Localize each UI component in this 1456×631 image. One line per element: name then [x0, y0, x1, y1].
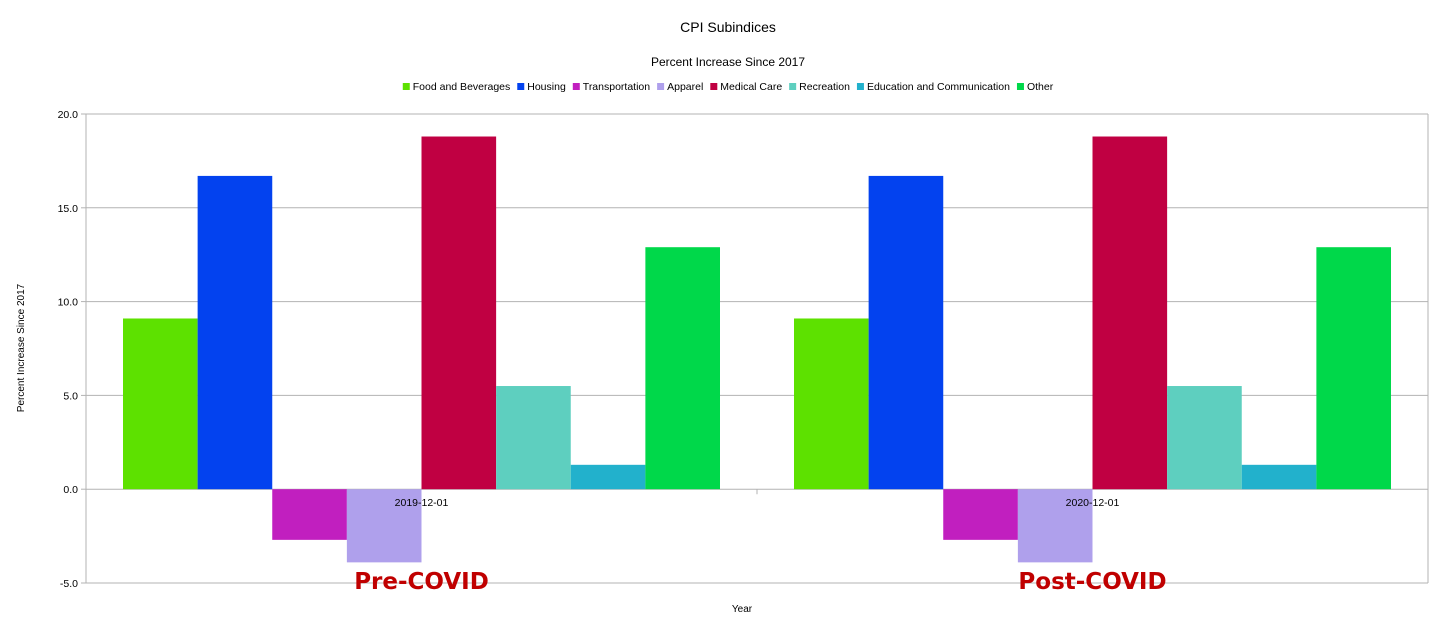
legend-label: Recreation: [799, 81, 850, 93]
legend-item-recreation: Recreation: [789, 81, 850, 93]
legend-swatch: [789, 83, 797, 90]
legend-label: Housing: [527, 81, 566, 93]
legend-item-medical-care: Medical Care: [710, 81, 782, 93]
legend-swatch: [657, 83, 665, 90]
x-axis-labels: 2019-12-01 2020-12-01: [395, 497, 1120, 509]
legend-item-education-and-communication: Education and Communication: [856, 81, 1010, 93]
bar-medical-care-1: [421, 136, 497, 490]
legend-label: Apparel: [667, 81, 703, 93]
bar-education-and-communication-2: [1241, 464, 1317, 490]
legend-swatch: [710, 83, 718, 90]
legend-label: Transportation: [583, 81, 650, 93]
legend-item-housing: Housing: [517, 81, 566, 93]
bar-transportation-2: [943, 489, 1018, 540]
bar-education-and-communication-1: [570, 464, 646, 490]
legend-label: Other: [1027, 81, 1054, 93]
legend-swatch: [1016, 83, 1024, 90]
annotations: Pre-COVID Post-COVID: [354, 569, 1166, 595]
legend-label: Education and Communication: [867, 81, 1010, 93]
legend-swatch: [572, 83, 580, 90]
y-tick-label: -5.0: [60, 578, 78, 590]
bar-food-and-beverages-1: [123, 318, 198, 490]
legend-item-apparel: Apparel: [657, 81, 703, 93]
y-axis-title: Percent Increase Since 2017: [16, 283, 27, 412]
y-axis-ticks: 20.0 15.0 10.0 5.0 0.0 -5.0: [58, 109, 79, 590]
y-tick-label: 10.0: [58, 297, 79, 309]
legend-item-food-and-beverages: Food and Beverages: [402, 81, 510, 93]
x-tick-label: 2020-12-01: [1066, 497, 1120, 509]
legend-label: Food and Beverages: [413, 81, 510, 93]
chart-subtitle: Percent Increase Since 2017: [651, 55, 805, 69]
gridlines: [81, 113, 1429, 584]
x-axis-title: Year: [732, 604, 753, 615]
bar-recreation-1: [496, 386, 571, 490]
y-tick-label: 15.0: [58, 203, 79, 215]
bar-transportation-1: [272, 489, 347, 540]
bar-medical-care-2: [1092, 136, 1168, 490]
legend-swatch: [402, 83, 410, 90]
chart-title: CPI Subindices: [680, 19, 776, 35]
annotation-pre-covid: Pre-COVID: [354, 569, 489, 595]
bar-other-2: [1316, 247, 1391, 490]
legend-swatch: [856, 83, 864, 90]
legend-swatch: [517, 83, 525, 90]
bar-housing-1: [197, 175, 273, 490]
y-tick-label: 20.0: [58, 109, 79, 121]
legend-item-other: Other: [1016, 81, 1054, 93]
legend-item-transportation: Transportation: [572, 81, 650, 93]
bar-food-and-beverages-2: [794, 318, 869, 490]
bar-housing-2: [868, 175, 944, 490]
annotation-post-covid: Post-COVID: [1018, 569, 1166, 595]
bar-apparel-1: [346, 489, 422, 563]
x-tick-label: 2019-12-01: [395, 497, 449, 509]
y-tick-label: 0.0: [63, 484, 78, 496]
y-tick-label: 5.0: [63, 390, 78, 402]
legend-label: Medical Care: [720, 81, 782, 93]
bar-apparel-2: [1017, 489, 1093, 563]
bars: [123, 136, 1391, 563]
bar-recreation-2: [1167, 386, 1242, 490]
bar-other-1: [645, 247, 720, 490]
legend: Food and Beverages Housing Transportation A…: [402, 81, 1054, 93]
